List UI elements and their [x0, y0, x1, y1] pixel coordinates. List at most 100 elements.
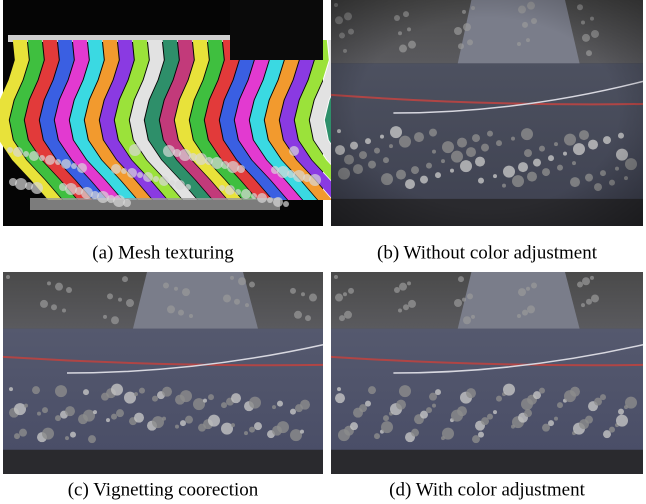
image-detail — [554, 417, 558, 421]
image-detail — [290, 409, 296, 415]
figure: (a) Mesh texturing (b) Without color adj… — [0, 0, 646, 504]
image-detail — [81, 187, 93, 199]
image-detail — [29, 151, 39, 161]
image-detail — [225, 185, 235, 195]
image-detail — [31, 182, 43, 194]
image-detail — [129, 144, 141, 156]
image-detail — [97, 191, 109, 203]
image-detail — [309, 174, 321, 186]
image-detail — [139, 388, 145, 394]
image-detail — [185, 416, 193, 424]
image-detail — [294, 311, 302, 319]
image-detail — [238, 277, 246, 285]
image-detail — [77, 163, 87, 173]
image-detail — [368, 386, 376, 394]
image-detail — [458, 276, 464, 282]
panel-image — [331, 0, 643, 226]
image-detail — [335, 393, 345, 403]
image-detail — [305, 315, 311, 321]
image-detail — [272, 405, 276, 409]
image-detail — [293, 170, 305, 182]
image-detail — [137, 172, 143, 178]
image-detail — [273, 197, 283, 207]
image-detail — [185, 184, 191, 190]
image-detail — [121, 168, 127, 174]
image-detail — [19, 429, 27, 437]
image-detail — [3, 450, 323, 474]
image-detail — [70, 432, 76, 438]
image-detail — [127, 168, 137, 178]
image-detail — [195, 153, 207, 165]
image-detail — [590, 276, 594, 280]
image-detail — [381, 421, 393, 433]
image-detail — [339, 315, 345, 321]
image-detail — [343, 292, 347, 296]
image-detail — [106, 418, 110, 422]
image-detail — [163, 282, 169, 288]
image-detail — [175, 180, 185, 190]
image-detail — [365, 401, 371, 407]
image-detail — [208, 415, 220, 427]
image-detail — [143, 172, 153, 182]
image-detail — [251, 193, 257, 199]
image-detail — [300, 400, 310, 410]
image-detail — [350, 422, 358, 430]
image-detail — [88, 435, 96, 443]
image-detail — [227, 161, 239, 173]
image-detail — [517, 314, 521, 318]
image-detail — [179, 149, 191, 161]
image-detail — [231, 393, 241, 403]
image-detail — [71, 163, 77, 169]
image-detail — [42, 428, 54, 440]
image-detail — [111, 164, 121, 174]
image-detail — [616, 415, 628, 427]
image-detail — [526, 287, 530, 291]
image-detail — [208, 394, 214, 400]
image-detail — [118, 298, 122, 302]
image-detail — [122, 276, 128, 282]
image-detail — [503, 384, 515, 396]
image-detail — [55, 415, 61, 421]
image-detail — [223, 294, 231, 302]
image-detail — [337, 387, 341, 391]
image-detail — [531, 282, 537, 288]
caption: (a) Mesh texturing — [92, 242, 234, 263]
image-detail — [123, 199, 131, 207]
image-detail — [231, 423, 235, 427]
image-detail — [163, 145, 175, 157]
image-detail — [241, 189, 251, 199]
image-detail — [407, 281, 411, 285]
image-detail — [65, 406, 75, 416]
image-detail — [178, 310, 184, 316]
image-detail — [374, 433, 380, 439]
image-detail — [403, 304, 409, 310]
image-detail — [116, 409, 124, 417]
image-detail — [167, 305, 175, 313]
image-detail — [180, 390, 192, 402]
image-detail — [23, 151, 29, 157]
caption: (c) Vignetting coorection — [68, 479, 259, 500]
image-detail — [522, 310, 528, 316]
image-detail — [203, 399, 207, 403]
image-detail — [527, 305, 535, 313]
image-detail — [249, 427, 255, 433]
image-detail — [399, 283, 407, 291]
image-detail — [334, 275, 338, 279]
image-detail — [487, 414, 493, 420]
image-detail — [134, 392, 138, 396]
image-detail — [111, 414, 117, 420]
image-detail — [435, 389, 441, 395]
image-detail — [277, 166, 289, 178]
image-detail — [55, 159, 61, 165]
image-detail — [335, 294, 343, 302]
image-detail — [245, 303, 249, 307]
image-detail — [15, 178, 27, 190]
image-detail — [32, 386, 40, 394]
image-detail — [411, 429, 419, 437]
image-detail — [539, 388, 545, 394]
image-detail — [577, 282, 583, 288]
image-detail — [189, 314, 193, 318]
image-detail — [9, 387, 13, 391]
image-detail — [309, 294, 317, 302]
panel-image — [3, 272, 323, 474]
